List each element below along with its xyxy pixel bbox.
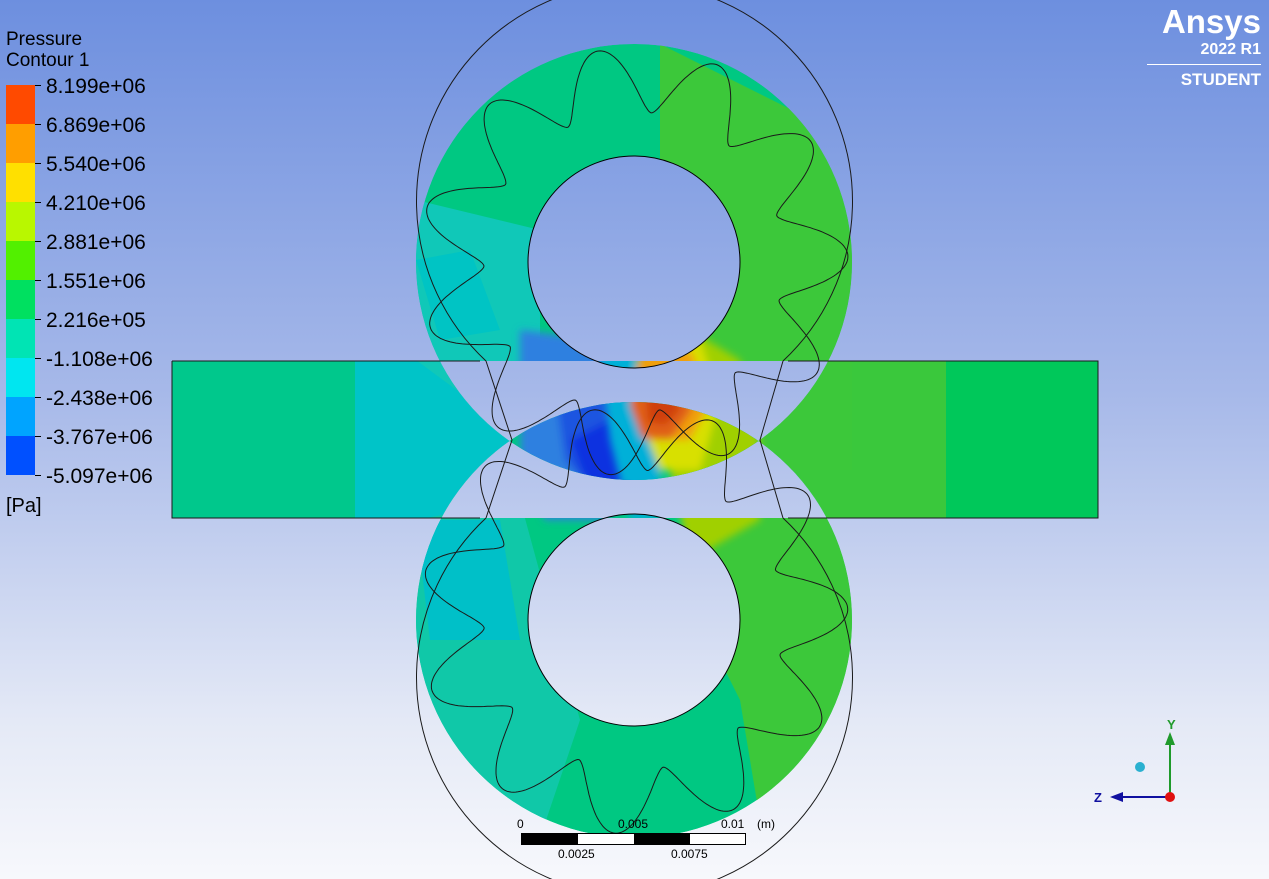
scale-unit: (m): [757, 817, 775, 831]
legend-tick: [35, 202, 41, 203]
legend-tick: [35, 280, 41, 281]
legend-level-label: 2.216e+05: [46, 309, 146, 332]
gear-outlines: [424, 50, 849, 834]
gear-profile: [426, 50, 849, 476]
legend-swatch: [6, 241, 35, 280]
contour-field: [172, 44, 1098, 838]
legend-level-label: 6.869e+06: [46, 114, 146, 137]
legend-swatch: [6, 280, 35, 319]
legend-level-label: -2.438e+06: [46, 387, 153, 410]
legend-tick: [35, 85, 41, 86]
legend-level-label: 2.881e+06: [46, 231, 146, 254]
legend-swatch: [6, 163, 35, 202]
axis-triad: Y Z: [1094, 717, 1176, 805]
legend-tick: [35, 241, 41, 242]
y-axis-arrow-icon: [1165, 732, 1175, 745]
legend-level-label: -5.097e+06: [46, 465, 153, 488]
domain-outline: [171, 0, 1099, 879]
legend-tick: [35, 397, 41, 398]
legend-tick: [35, 124, 41, 125]
gear-profile: [424, 409, 849, 834]
inlet-region: [355, 361, 535, 518]
x-axis-dot-icon: [1135, 762, 1145, 772]
legend-subtitle: Contour 1: [6, 50, 90, 71]
legend-level-label: 8.199e+06: [46, 75, 146, 98]
legend-swatch: [6, 85, 35, 124]
scale-label-sub-1: 0.0075: [671, 847, 708, 861]
inlet-duct-region: [172, 361, 357, 518]
y-axis-label: Y: [1167, 717, 1176, 732]
scale-label-0: 0: [517, 817, 524, 831]
scale-bar: 0 0.005 0.01 (m) 0.0025 0.0075: [515, 815, 785, 865]
legend-unit: [Pa]: [6, 495, 42, 517]
legend-swatch: [6, 202, 35, 241]
legend-swatch: [6, 319, 35, 358]
release-label: 2022 R1: [1200, 41, 1262, 59]
legend-swatch: [6, 397, 35, 436]
legend-tick: [35, 319, 41, 320]
edition-label: STUDENT: [1180, 70, 1261, 90]
z-axis-label: Z: [1094, 790, 1102, 805]
scale-label-1: 0.005: [618, 817, 649, 831]
divider: [1147, 64, 1261, 66]
legend-swatch: [6, 358, 35, 397]
legend-title: Pressure: [6, 29, 83, 50]
legend-tick: [35, 358, 41, 359]
outlet-duct-region: [946, 361, 1098, 518]
scale-label-sub-0: 0.0025: [558, 847, 595, 861]
logo-text: Ansys: [1161, 3, 1261, 40]
legend-swatch: [6, 436, 35, 475]
legend-tick: [35, 163, 41, 164]
legend-level-label: -1.108e+06: [46, 348, 153, 371]
scale-label-2: 0.01: [721, 817, 745, 831]
legend-level-label: 5.540e+06: [46, 153, 146, 176]
scale-bar-frame: [521, 833, 746, 845]
z-axis-arrow-icon: [1110, 792, 1123, 802]
color-legend: Pressure Contour 1 8.199e+06 6.869e+06 5.5…: [0, 0, 200, 530]
legend-level-label: -3.767e+06: [46, 426, 153, 449]
legend-tick: [35, 436, 41, 437]
ansys-logo: Ansys 2022 R1 STUDENT: [1141, 3, 1262, 90]
legend-tick: [35, 475, 41, 476]
legend-swatch: [6, 124, 35, 163]
legend-level-label: 1.551e+06: [46, 270, 146, 293]
legend-level-label: 4.210e+06: [46, 192, 146, 215]
origin-icon: [1165, 792, 1175, 802]
